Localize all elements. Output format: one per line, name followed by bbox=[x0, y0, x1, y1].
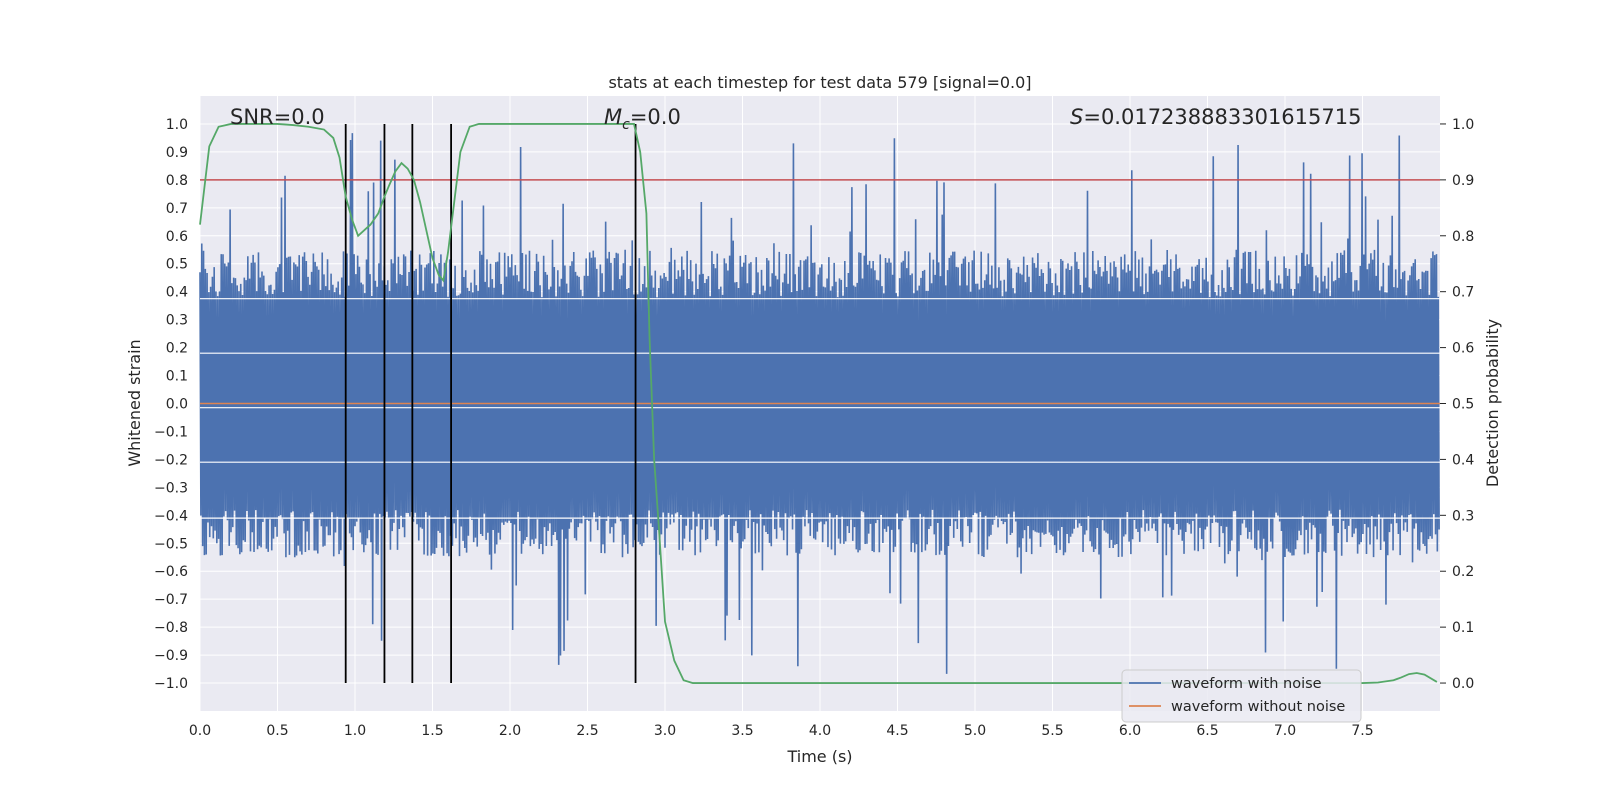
y2-tick-label: 0.7 bbox=[1452, 285, 1474, 301]
y2-tick-label: 0.2 bbox=[1452, 564, 1474, 580]
y-axis-label: Whitened strain bbox=[125, 339, 144, 466]
y2-tick-label: 0.6 bbox=[1452, 341, 1474, 357]
x-tick-label: 4.5 bbox=[886, 723, 908, 739]
y2-tick-label: 0.4 bbox=[1452, 452, 1474, 468]
waveform-with-noise-series bbox=[199, 133, 1440, 674]
y2-tick-label: 0.3 bbox=[1452, 508, 1474, 524]
x-tick-label: 7.0 bbox=[1274, 723, 1296, 739]
y-tick-label: −0.7 bbox=[154, 592, 188, 608]
y-tick-label: −0.1 bbox=[154, 424, 188, 440]
overlay-lines bbox=[199, 123, 1440, 684]
snr-annotation: SNR=0.0 bbox=[230, 105, 325, 129]
y2-tick-label: 1.0 bbox=[1452, 117, 1474, 133]
x-tick-label: 5.5 bbox=[1041, 723, 1063, 739]
chirp-mass-symbol: M bbox=[604, 105, 622, 129]
y-tick-label: −0.4 bbox=[154, 508, 188, 524]
y-tick-label: 0.3 bbox=[166, 313, 188, 329]
y-tick-label: 0.5 bbox=[166, 257, 188, 273]
y-tick-label: 0.8 bbox=[166, 173, 188, 189]
x-tick-label: 2.0 bbox=[499, 723, 521, 739]
y-tick-label: −0.2 bbox=[154, 452, 188, 468]
noise-trace bbox=[199, 133, 1440, 674]
chirp-mass-value: =0.0 bbox=[630, 105, 681, 129]
legend-box bbox=[1121, 669, 1362, 723]
x-tick-label: 4.0 bbox=[809, 723, 831, 739]
x-tick-label: 3.5 bbox=[731, 723, 753, 739]
x-tick-label: 1.5 bbox=[421, 723, 443, 739]
x-tick-label: 7.5 bbox=[1351, 723, 1373, 739]
y2-tick-label: 0.9 bbox=[1452, 173, 1474, 189]
chart-title: stats at each timestep for test data 579… bbox=[608, 73, 1031, 92]
legend-label-clean: waveform without noise bbox=[1171, 699, 1345, 715]
x-tick-label: 0.0 bbox=[189, 723, 211, 739]
y2-tick-label: 0.5 bbox=[1452, 397, 1474, 413]
y-tick-label: 0.2 bbox=[166, 341, 188, 357]
legend: waveform with noise waveform without noi… bbox=[1121, 669, 1362, 723]
y-tick-label: −0.5 bbox=[154, 536, 188, 552]
x-tick-label: 5.0 bbox=[964, 723, 986, 739]
y-tick-label: 1.0 bbox=[166, 117, 188, 133]
score-annotation: S=0.017238883301615715 bbox=[1070, 105, 1361, 129]
axis-ticks: 0.0 0.5 1.0 1.5 2.0 2.5 3.0 3.5 4.0 4.5 5.0 5.5 6.0 6… bbox=[154, 117, 1474, 739]
score-value: =0.017238883301615715 bbox=[1083, 105, 1361, 129]
chirp-mass-subscript: c bbox=[622, 117, 630, 133]
y2-tick-label: 0.0 bbox=[1452, 676, 1474, 692]
x-tick-label: 2.5 bbox=[576, 723, 598, 739]
y-tick-label: 0.0 bbox=[166, 397, 188, 413]
y2-tick-label: 0.8 bbox=[1452, 229, 1474, 245]
score-symbol: S bbox=[1070, 105, 1083, 129]
x-tick-label: 0.5 bbox=[266, 723, 288, 739]
y-tick-label: −0.9 bbox=[154, 648, 188, 664]
y2-tick-label: 0.1 bbox=[1452, 620, 1474, 636]
y-tick-label: 0.1 bbox=[166, 369, 188, 385]
x-tick-label: 6.0 bbox=[1119, 723, 1141, 739]
legend-label-noise: waveform with noise bbox=[1171, 676, 1322, 692]
x-tick-label: 1.0 bbox=[344, 723, 366, 739]
y-tick-label: 0.9 bbox=[166, 145, 188, 161]
x-tick-label: 6.5 bbox=[1196, 723, 1218, 739]
y-tick-label: −0.8 bbox=[154, 620, 188, 636]
y-tick-label: −1.0 bbox=[154, 676, 188, 692]
y-tick-label: −0.3 bbox=[154, 480, 188, 496]
x-tick-label: 3.0 bbox=[654, 723, 676, 739]
y-tick-label: 0.6 bbox=[166, 229, 188, 245]
chirp-mass-annotation: Mc=0.0 bbox=[604, 105, 681, 133]
y-tick-label: 0.7 bbox=[166, 201, 188, 217]
y-tick-label: 0.4 bbox=[166, 285, 188, 301]
probability-curve bbox=[199, 123, 1438, 684]
y-tick-label: −0.6 bbox=[154, 564, 188, 580]
y2-axis-label: Detection probability bbox=[1483, 319, 1502, 487]
x-axis-label: Time (s) bbox=[786, 747, 852, 766]
